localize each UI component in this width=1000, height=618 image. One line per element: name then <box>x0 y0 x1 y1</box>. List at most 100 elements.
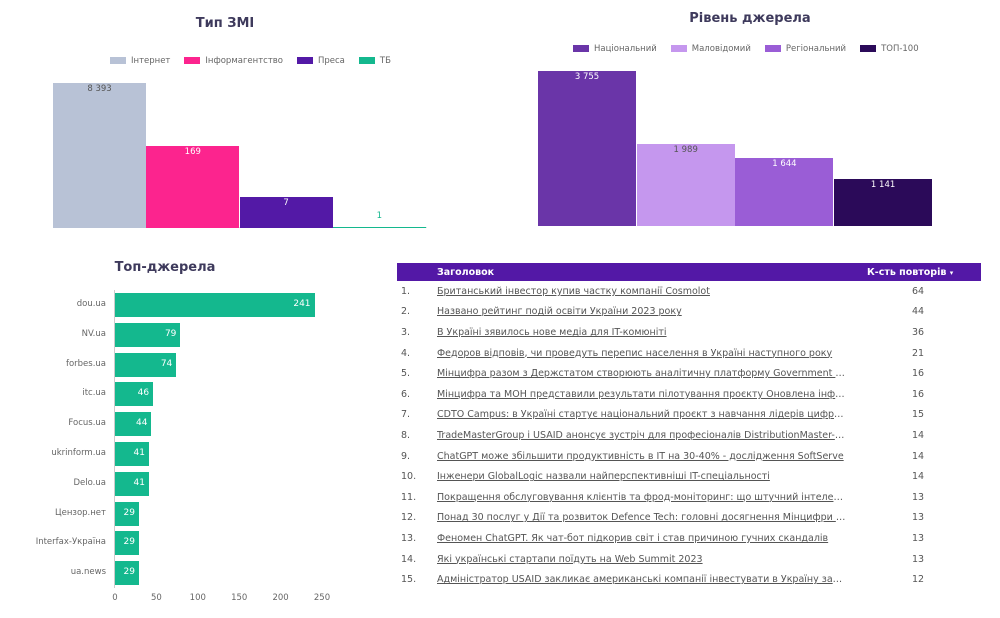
data-label: 79 <box>164 328 177 339</box>
category-label: dou.ua <box>76 299 106 309</box>
headline-link[interactable]: Покращення обслуговування клієнтів та фр… <box>437 491 847 503</box>
data-label: 46 <box>137 388 150 399</box>
x-tick-label: 50 <box>150 593 162 603</box>
data-label: 29 <box>123 567 135 578</box>
row-number: 2. <box>401 306 411 318</box>
row-title-cell: В Україні зявилось нове медіа для IT-ком… <box>437 322 867 343</box>
row-number: 15. <box>401 574 417 586</box>
sort-desc-icon[interactable]: ▾ <box>949 268 954 277</box>
row-count: 16 <box>912 368 925 380</box>
column-header-title[interactable]: Заголовок <box>437 263 867 281</box>
row-count: 14 <box>912 429 925 441</box>
bar-0[interactable] <box>53 82 146 228</box>
x-tick-label: 250 <box>313 593 331 603</box>
table-row: 11. Покращення обслуговування клієнтів та… <box>397 487 981 508</box>
data-label: 29 <box>123 537 135 548</box>
legend-swatch <box>296 57 313 64</box>
headline-link[interactable]: Федоров відповів, чи проведуть перепис н… <box>437 347 833 359</box>
row-count: 15 <box>912 409 925 421</box>
x-tick-label: 0 <box>112 593 118 603</box>
data-label: 74 <box>160 358 173 369</box>
x-tick-label: 100 <box>189 593 206 603</box>
bar-1[interactable] <box>636 143 735 226</box>
table-row: 7. CDTO Campus: в Україні стартує націона… <box>397 405 981 426</box>
row-count: 13 <box>912 491 925 503</box>
bar-5[interactable] <box>115 442 149 466</box>
legend-item[interactable]: Маловідомий <box>670 44 751 54</box>
bar-1[interactable] <box>115 322 181 347</box>
row-title-cell: CDTO Campus: в Україні стартує національ… <box>437 405 867 426</box>
bar-8[interactable] <box>115 531 139 556</box>
row-count: 64 <box>912 285 925 297</box>
legend-item[interactable]: Регіональний <box>764 44 846 54</box>
bar-3[interactable] <box>834 178 933 226</box>
data-label: 169 <box>184 146 201 157</box>
bar-1[interactable] <box>146 145 240 228</box>
bar-4[interactable] <box>115 412 152 437</box>
category-label: itc.ua <box>82 388 106 399</box>
row-title-cell: Названо рейтинг подій освіти України 202… <box>437 302 867 323</box>
data-label: 7 <box>283 197 289 208</box>
headline-link[interactable]: CDTO Campus: в Україні стартує національ… <box>437 409 847 421</box>
row-number: 4. <box>401 347 411 359</box>
headline-link[interactable]: Адміністратор USAID закликає американськ… <box>437 574 847 586</box>
bar-7[interactable] <box>115 501 139 526</box>
row-title-cell: Які українські стартапи поїдуть на Web S… <box>437 549 867 570</box>
legend-item[interactable]: Інтернет <box>110 56 170 66</box>
headline-link[interactable]: В Україні зявилось нове медіа для IT-ком… <box>437 326 667 338</box>
row-count: 14 <box>912 450 925 462</box>
headline-link[interactable]: Мінцифра разом з Держстатом створюють ан… <box>437 368 847 380</box>
data-label: 29 <box>123 507 135 518</box>
legend-item[interactable]: Інформагентство <box>184 56 283 66</box>
data-label: 3 755 <box>574 72 600 83</box>
table-row: 3. В Україні зявилось нове медіа для IT-к… <box>397 322 981 343</box>
headline-link[interactable]: ChatGPT може збільшити продуктивність в … <box>437 450 844 462</box>
category-label: ua.news <box>70 567 106 578</box>
row-number: 1. <box>401 285 411 297</box>
headline-link[interactable]: Британський інвестор купив частку компан… <box>437 285 710 297</box>
data-label: 1 141 <box>870 179 896 190</box>
row-number: 11. <box>401 491 417 503</box>
table-row: 2. Названо рейтинг подій освіти України 2… <box>397 302 981 323</box>
row-count: 13 <box>912 532 925 544</box>
bar-0[interactable] <box>115 293 315 317</box>
row-number: 3. <box>401 326 411 338</box>
legend-label: Національний <box>594 44 657 54</box>
top-headlines-table: Заголовок К-сть повторів ▾ 1. Британський… <box>397 263 981 590</box>
legend-label: Інформагентство <box>205 56 283 66</box>
headline-link[interactable]: Феномен ChatGPT. Як чат-бот підкорив сві… <box>437 532 829 544</box>
legend-item[interactable]: ТОП-100 <box>860 44 919 54</box>
chart1-title: Тип ЗМІ <box>195 16 255 31</box>
headline-link[interactable]: Названо рейтинг подій освіти України 202… <box>437 306 682 318</box>
headline-link[interactable]: Понад 30 послуг у Дії та розвиток Defenc… <box>437 512 847 524</box>
data-label: 41 <box>133 448 145 458</box>
bar-0[interactable] <box>538 71 636 226</box>
headline-link[interactable]: TradeMasterGroup і USAID анонсує зустріч… <box>437 429 847 441</box>
headline-link[interactable]: Які українські стартапи поїдуть на Web S… <box>437 553 703 565</box>
bar-3[interactable] <box>332 227 426 228</box>
column-header-count[interactable]: К-сть повторів ▾ <box>867 263 981 281</box>
row-number: 8. <box>401 429 411 441</box>
data-label: 1 989 <box>673 144 698 155</box>
bar-2[interactable] <box>735 158 834 226</box>
row-title-cell: Мінцифра та МОН представили результати п… <box>437 384 867 405</box>
chart2-title: Рівень джерела <box>689 11 811 26</box>
row-number: 9. <box>401 450 411 462</box>
bar-9[interactable] <box>115 561 139 586</box>
bar-6[interactable] <box>115 471 149 496</box>
headline-link[interactable]: Мінцифра та МОН представили результати п… <box>437 388 847 400</box>
legend-item[interactable]: ТБ <box>358 56 391 66</box>
category-label: Цензор.нет <box>55 507 106 518</box>
data-label: 1 <box>376 211 383 221</box>
data-label: 1 644 <box>772 159 797 170</box>
bar-3[interactable] <box>115 382 154 407</box>
legend-item[interactable]: Національний <box>573 44 657 54</box>
legend-item[interactable]: Преса <box>296 56 345 66</box>
bar-2[interactable] <box>239 196 333 228</box>
row-title-cell: Феномен ChatGPT. Як чат-бот підкорив сві… <box>437 528 867 549</box>
chart3-title: Топ-джерела <box>114 260 216 275</box>
row-title-cell: TradeMasterGroup і USAID анонсує зустріч… <box>437 425 867 446</box>
headline-link[interactable]: Інженери GlobalLogic назвали найперспект… <box>437 471 770 483</box>
bar-2[interactable] <box>115 352 177 377</box>
row-count: 16 <box>912 388 925 400</box>
